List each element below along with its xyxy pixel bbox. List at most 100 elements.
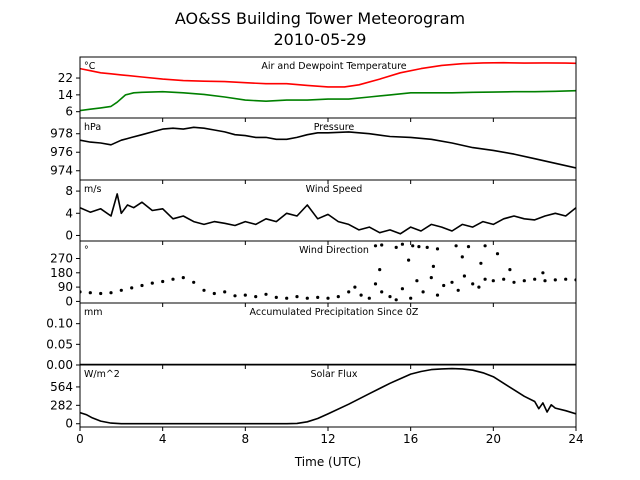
figure-title: AO&SS Building Tower Meteorogram xyxy=(175,9,465,28)
unit-label: mm xyxy=(84,307,103,318)
panel-temp: 6 14 22 °C Air and Dewpoint Temperature xyxy=(58,56,577,122)
data-point xyxy=(394,245,398,249)
data-point xyxy=(88,291,92,295)
data-point xyxy=(99,291,103,296)
y-tick-label: 564 xyxy=(50,380,73,394)
y-tick-label: 0.00 xyxy=(46,358,73,372)
y-tick-label: 976 xyxy=(50,145,73,159)
data-point xyxy=(347,290,351,294)
y-tick-label: 90 xyxy=(58,280,73,294)
data-point xyxy=(181,276,185,280)
data-point xyxy=(388,295,392,299)
data-point xyxy=(150,281,154,285)
data-point xyxy=(254,295,258,299)
unit-label: hPa xyxy=(84,122,101,133)
data-point xyxy=(541,271,545,275)
series-line-0 xyxy=(80,61,576,88)
data-point xyxy=(417,245,421,249)
data-point xyxy=(553,278,557,282)
y-tick-label: 8 xyxy=(65,184,73,198)
data-point xyxy=(380,243,384,247)
panel-solar: 0 282 564 W/m^2 Solar Flux 0 4 8 12 16 20 24 xyxy=(50,364,584,446)
panel-title: Air and Dewpoint Temperature xyxy=(261,61,406,72)
data-point xyxy=(442,283,446,288)
data-point xyxy=(456,288,460,292)
data-point xyxy=(233,294,237,298)
data-point xyxy=(192,280,196,284)
panel-precip: 0.00 0.05 0.10 mm Accumulated Precipitation … xyxy=(46,302,577,372)
x-tick-label: 12 xyxy=(320,432,335,446)
data-point xyxy=(512,280,516,284)
data-point xyxy=(411,244,415,248)
panel-title: Pressure xyxy=(314,122,355,133)
data-point xyxy=(373,244,378,248)
data-point xyxy=(336,295,340,299)
y-tick-label: 6 xyxy=(65,105,73,119)
data-point xyxy=(483,244,487,248)
data-point xyxy=(508,268,512,272)
y-tick-label: 4 xyxy=(65,206,73,220)
figure-subtitle: 2010-05-29 xyxy=(274,30,367,49)
y-tick-label: 0 xyxy=(65,417,73,431)
panel-pressure: 974 976 978 hPa Pressure xyxy=(50,117,577,184)
y-tick-label: 0 xyxy=(65,228,73,242)
unit-label: ° xyxy=(84,245,89,256)
data-point xyxy=(479,261,483,265)
data-point xyxy=(564,277,568,281)
x-tick-label: 4 xyxy=(159,432,167,446)
y-tick-label: 978 xyxy=(50,127,73,141)
data-point xyxy=(522,279,526,283)
panel-wind_speed: 0 4 8 m/s Wind Speed xyxy=(65,179,577,245)
data-point xyxy=(223,290,227,294)
data-point xyxy=(171,277,175,281)
data-point xyxy=(353,285,357,289)
data-point xyxy=(264,292,268,296)
series-line-1 xyxy=(80,89,576,112)
x-tick-label: 20 xyxy=(486,432,501,446)
data-point xyxy=(502,277,506,281)
data-point xyxy=(477,285,481,289)
data-point xyxy=(305,296,309,300)
data-point xyxy=(373,282,378,286)
data-point xyxy=(471,282,475,286)
data-point xyxy=(243,293,247,297)
data-point xyxy=(491,279,495,283)
unit-label: °C xyxy=(84,61,96,72)
panel-title: Wind Direction xyxy=(299,245,369,256)
data-point xyxy=(466,245,471,249)
data-point xyxy=(425,245,429,249)
data-point xyxy=(378,268,382,272)
series-line-0 xyxy=(80,193,576,235)
x-tick-label: 0 xyxy=(76,432,84,446)
panel-title: Accumulated Precipitation Since 0Z xyxy=(250,307,419,318)
data-point xyxy=(359,293,363,297)
data-point xyxy=(450,280,454,284)
data-point xyxy=(212,291,216,296)
data-point xyxy=(109,291,113,295)
x-tick-label: 8 xyxy=(242,432,250,446)
data-point xyxy=(460,255,464,259)
data-point xyxy=(483,277,487,281)
data-point xyxy=(274,295,278,299)
x-tick-label: 16 xyxy=(403,432,418,446)
data-point xyxy=(409,296,413,300)
data-point xyxy=(407,258,411,262)
data-point xyxy=(202,288,206,292)
data-point xyxy=(161,279,165,284)
data-point xyxy=(326,296,330,300)
x-tick-label: 24 xyxy=(568,432,583,446)
y-tick-label: 22 xyxy=(58,71,73,85)
y-tick-label: 0.10 xyxy=(46,317,73,331)
data-point xyxy=(435,247,440,251)
series-line-0 xyxy=(80,126,576,169)
data-point xyxy=(421,290,425,294)
data-point xyxy=(394,298,398,302)
data-point xyxy=(415,279,419,283)
x-axis-label: Time (UTC) xyxy=(294,455,361,469)
data-point xyxy=(400,242,404,246)
data-point xyxy=(119,288,123,292)
y-tick-label: 974 xyxy=(50,164,73,178)
